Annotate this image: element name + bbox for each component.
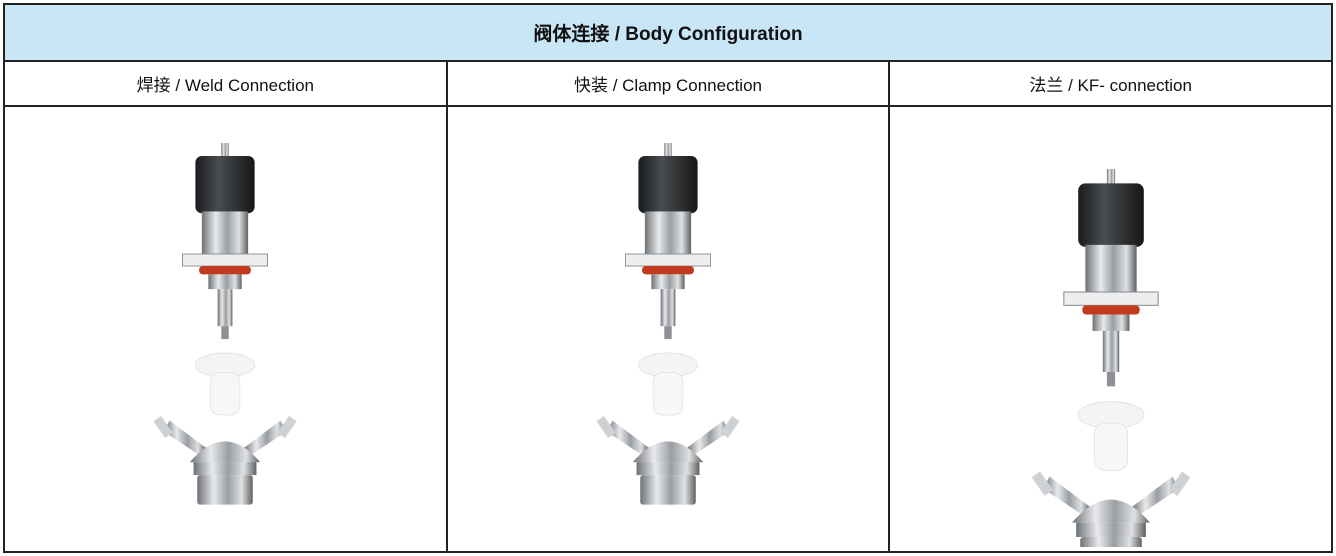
- table-title: 阀体连接 / Body Configuration: [3, 3, 1333, 62]
- label-row: 焊接 / Weld Connection 快装 / Clamp Connecti…: [3, 60, 1333, 107]
- valve-clamp: [595, 143, 741, 506]
- column-label: 法兰 / KF- connection: [888, 60, 1333, 107]
- header-row: 阀体连接 / Body Configuration: [3, 3, 1333, 62]
- image-cell: [3, 105, 448, 553]
- valve-image: [1030, 169, 1191, 547]
- valve-kf: [1030, 169, 1191, 547]
- image-cell: [445, 105, 891, 553]
- column-label: 焊接 / Weld Connection: [3, 60, 448, 107]
- config-table: 阀体连接 / Body Configuration 焊接 / Weld Conn…: [3, 3, 1333, 553]
- image-row: [3, 105, 1333, 553]
- image-cell: [888, 105, 1333, 553]
- valve-image: [595, 143, 741, 506]
- valve-weld: [153, 143, 298, 506]
- column-label: 快装 / Clamp Connection: [445, 60, 891, 107]
- valve-image: [153, 143, 298, 506]
